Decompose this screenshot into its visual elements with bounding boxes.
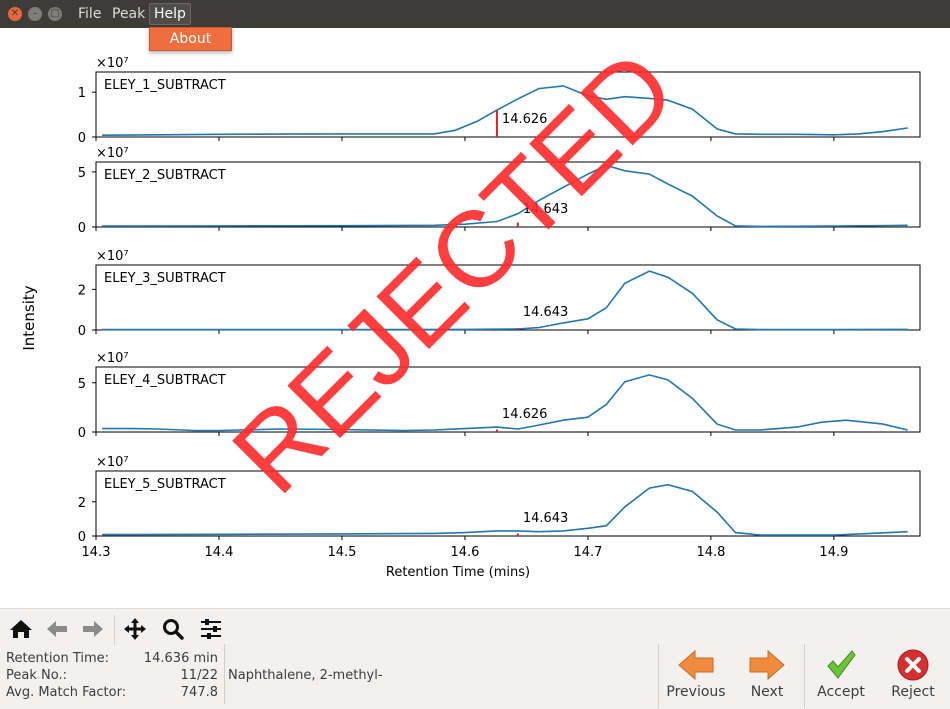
reject-label: Reject	[891, 684, 935, 700]
series-line-eley_1_subtract	[102, 85, 908, 136]
x-tick-label: 14.9	[819, 545, 848, 560]
y-tick-label: 0	[78, 426, 86, 441]
forward-icon[interactable]	[78, 617, 108, 641]
y-axis-label: Intensity	[20, 285, 38, 350]
y-tick-label: 0	[78, 530, 86, 545]
back-icon[interactable]	[42, 617, 72, 641]
panel-frame	[95, 161, 921, 228]
y-tick-label: 0	[78, 131, 86, 146]
peak-marker-label: 14.643	[523, 202, 569, 217]
y-tick-label: 0	[78, 324, 86, 339]
compound-name: Naphthalene, 2-methyl-	[228, 668, 383, 683]
peak-info-panel: Retention Time: 14.636 min Peak No.: 11/…	[0, 650, 218, 704]
previous-button[interactable]: Previous	[660, 638, 732, 706]
y-tick-label: 5	[78, 377, 86, 392]
panel-name: ELEY_2_SUBTRACT	[104, 168, 226, 183]
retention-time-value: 14.636 min	[143, 651, 218, 666]
toolbar-separator	[114, 615, 115, 645]
zoom-icon[interactable]	[158, 617, 188, 641]
next-arrow-icon	[749, 649, 785, 681]
accept-button[interactable]: Accept	[808, 638, 874, 706]
series-line-eley_2_subtract	[102, 164, 908, 228]
pan-icon[interactable]	[120, 617, 150, 641]
y-tick-label: 2	[78, 496, 86, 511]
panel-frame	[95, 71, 921, 138]
y-tick-label: 5	[78, 166, 86, 181]
peak-marker-label: 14.626	[502, 407, 548, 422]
peak-number-value: 11/22	[180, 668, 218, 683]
panel-name: ELEY_3_SUBTRACT	[104, 271, 226, 286]
previous-label: Previous	[666, 684, 726, 700]
peak-marker-label: 14.626	[502, 112, 548, 127]
series-line-eley_5_subtract	[102, 483, 908, 536]
x-tick-label: 14.8	[696, 545, 725, 560]
reject-x-icon	[897, 649, 929, 681]
scale-label: ×10⁷	[96, 249, 129, 264]
panel-name: ELEY_5_SUBTRACT	[104, 477, 226, 492]
minimize-window-icon[interactable]: –	[28, 7, 42, 21]
menu-file[interactable]: File	[78, 6, 102, 22]
scale-label: ×10⁷	[96, 455, 129, 470]
y-tick-label: 0	[78, 221, 86, 236]
configure-icon[interactable]	[196, 617, 226, 641]
x-axis-label: Retention Time (mins)	[386, 565, 530, 580]
panel-frame	[95, 264, 921, 331]
accept-label: Accept	[817, 684, 865, 700]
next-label: Next	[750, 684, 784, 700]
panel-name: ELEY_4_SUBTRACT	[104, 373, 226, 388]
x-tick-label: 14.5	[327, 545, 356, 560]
peak-marker-label: 14.643	[523, 305, 569, 320]
menu-peak[interactable]: Peak	[112, 6, 146, 22]
panel-name: ELEY_1_SUBTRACT	[104, 78, 226, 93]
chromatogram-chart: ×10⁷ 0 1 14.626 ELEY_1_SUBTRACT ×10⁷ 0 5 14.643 E…	[20, 27, 921, 580]
bottom-toolbar	[0, 608, 950, 709]
series-line-eley_3_subtract	[102, 270, 908, 331]
checkmark-icon	[827, 650, 856, 679]
x-tick-label: 14.7	[573, 545, 602, 560]
next-button[interactable]: Next	[734, 638, 800, 706]
x-tick-label: 14.3	[82, 545, 111, 560]
nav-separator-2	[804, 644, 805, 708]
match-factor-label: Avg. Match Factor:	[6, 685, 127, 700]
x-tick-label: 14.4	[205, 545, 234, 560]
retention-time-label: Retention Time:	[6, 651, 110, 666]
close-window-icon[interactable]: ✕	[8, 7, 22, 21]
y-tick-label: 1	[78, 86, 86, 101]
info-separator	[224, 644, 225, 704]
previous-arrow-icon	[678, 649, 714, 681]
scale-label: ×10⁷	[96, 56, 129, 71]
x-tick-label: 14.6	[450, 545, 479, 560]
menu-item-about[interactable]: About	[149, 27, 232, 51]
scale-label: ×10⁷	[96, 351, 129, 366]
rejected-stamp: REJECTED	[209, 28, 698, 516]
scale-label: ×10⁷	[96, 146, 129, 161]
match-factor-value: 747.8	[180, 685, 218, 700]
maximize-window-icon[interactable]: □	[48, 7, 62, 21]
nav-separator	[658, 644, 659, 708]
series-line-eley_4_subtract	[102, 374, 908, 432]
reject-button[interactable]: Reject	[880, 638, 946, 706]
peak-marker-label: 14.643	[523, 511, 569, 526]
panel-frame	[95, 470, 921, 537]
peak-number-label: Peak No.:	[6, 668, 67, 683]
window-titlebar: ✕ – □ File Peak Help	[0, 0, 950, 28]
home-icon[interactable]	[6, 617, 36, 641]
menu-help[interactable]: Help	[149, 3, 191, 25]
plot-area: ×10⁷ 0 1 14.626 ELEY_1_SUBTRACT ×10⁷ 0 5 14.643 E…	[0, 27, 950, 608]
panel-frame	[95, 366, 921, 433]
y-tick-label: 2	[78, 283, 86, 298]
